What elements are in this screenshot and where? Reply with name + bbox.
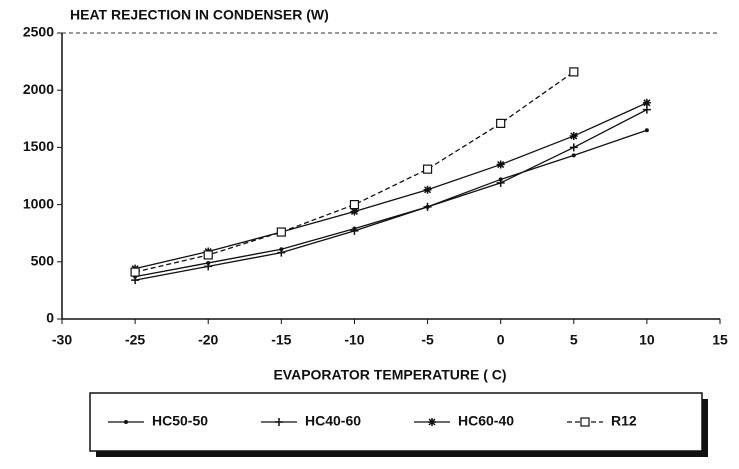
marker — [277, 248, 286, 257]
x-tick-label: -5 — [421, 332, 434, 348]
x-tick-label: -10 — [344, 332, 364, 348]
y-tick-label: 2500 — [23, 24, 54, 40]
marker — [423, 185, 432, 194]
marker — [422, 164, 433, 174]
marker — [642, 98, 651, 107]
marker — [496, 118, 506, 128]
marker — [130, 267, 140, 277]
x-tick-label: 10 — [639, 332, 655, 348]
chart-title: HEAT REJECTION IN CONDENSER (W) — [70, 7, 329, 23]
x-tick-label: -30 — [52, 332, 72, 348]
legend-marker — [124, 420, 128, 424]
marker — [571, 153, 576, 158]
y-tick-label: 2000 — [23, 81, 54, 97]
y-tick-label: 0 — [46, 310, 54, 326]
marker — [423, 202, 432, 211]
y-tick-label: 1500 — [23, 138, 54, 154]
y-tick-label: 1000 — [23, 195, 54, 211]
series-line — [134, 102, 648, 270]
series-line — [134, 71, 575, 273]
marker — [131, 276, 140, 285]
legend-label: HC50-50 — [152, 413, 208, 429]
marker — [204, 262, 213, 271]
series-line — [134, 109, 648, 281]
x-tick-label: 5 — [570, 332, 578, 348]
marker — [569, 143, 578, 152]
legend-label: HC40-60 — [305, 413, 361, 429]
x-axis-label: EVAPORATOR TEMPERATURE ( C) — [273, 367, 506, 383]
x-tick-label: 15 — [712, 332, 728, 348]
marker — [496, 178, 505, 187]
marker — [642, 105, 651, 114]
marker — [276, 227, 286, 237]
legend-label: HC60-40 — [458, 413, 514, 429]
marker — [644, 128, 649, 133]
marker — [350, 226, 359, 235]
marker — [349, 200, 360, 210]
marker — [350, 207, 359, 216]
x-tick-label: -25 — [125, 332, 145, 348]
series-line — [134, 129, 648, 278]
marker — [203, 250, 213, 260]
marker — [569, 131, 578, 140]
y-tick-label: 500 — [31, 253, 55, 269]
x-tick-label: -15 — [271, 332, 291, 348]
legend-marker — [275, 418, 283, 426]
x-tick-label: 0 — [497, 332, 505, 348]
marker — [496, 160, 505, 169]
legend-label: R12 — [611, 413, 637, 429]
legend-marker — [428, 418, 436, 426]
marker — [569, 67, 579, 77]
x-tick-label: -20 — [198, 332, 218, 348]
legend-marker — [580, 417, 590, 427]
